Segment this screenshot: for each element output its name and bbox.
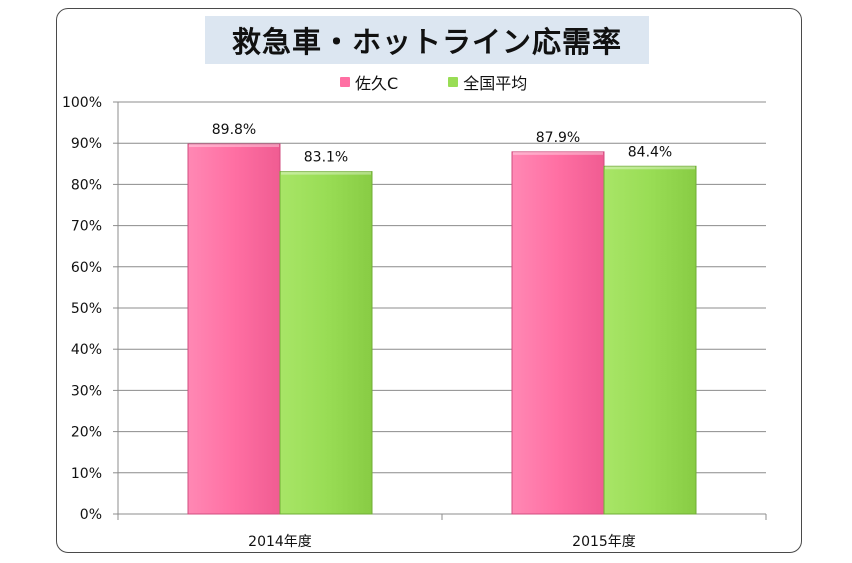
legend-swatch-national bbox=[448, 77, 459, 87]
y-tick-label: 20% bbox=[71, 425, 102, 441]
y-tick-label: 60% bbox=[71, 260, 102, 276]
y-tick-label: 100% bbox=[62, 95, 102, 111]
y-tick-label: 40% bbox=[71, 342, 102, 358]
legend-item-saku: 佐久C bbox=[340, 70, 398, 94]
bar-highlight bbox=[605, 166, 695, 170]
legend-swatch-saku bbox=[340, 77, 350, 87]
bar bbox=[279, 171, 373, 515]
data-label: 89.8% bbox=[212, 122, 256, 138]
y-tick-label: 50% bbox=[71, 301, 102, 317]
bar bbox=[511, 151, 605, 515]
bar bbox=[187, 143, 281, 515]
chart-title: 救急車・ホットライン応需率 bbox=[231, 25, 622, 59]
title-box: 救急車・ホットライン応需率 bbox=[205, 16, 649, 64]
y-tick-label: 30% bbox=[71, 383, 102, 399]
y-tick-label: 70% bbox=[71, 219, 102, 235]
bar-highlight bbox=[281, 171, 371, 175]
data-label: 83.1% bbox=[304, 150, 348, 166]
x-tick-label: 2015年度 bbox=[572, 534, 636, 550]
y-tick-label: 10% bbox=[71, 466, 102, 482]
data-label: 87.9% bbox=[536, 130, 580, 146]
bar-highlight bbox=[513, 151, 603, 155]
bar-highlight bbox=[189, 144, 279, 148]
data-label: 84.4% bbox=[628, 144, 672, 160]
y-tick-label: 90% bbox=[71, 136, 102, 152]
y-tick-label: 80% bbox=[71, 177, 102, 193]
legend-label-saku: 佐久C bbox=[355, 74, 399, 93]
legend-label-national: 全国平均 bbox=[463, 74, 528, 93]
legend-item-national: 全国平均 bbox=[448, 70, 527, 94]
legend: 佐久C 全国平均 bbox=[340, 70, 577, 94]
y-tick-label: 0% bbox=[80, 507, 102, 523]
bar bbox=[603, 165, 697, 515]
x-tick-label: 2014年度 bbox=[248, 534, 312, 550]
